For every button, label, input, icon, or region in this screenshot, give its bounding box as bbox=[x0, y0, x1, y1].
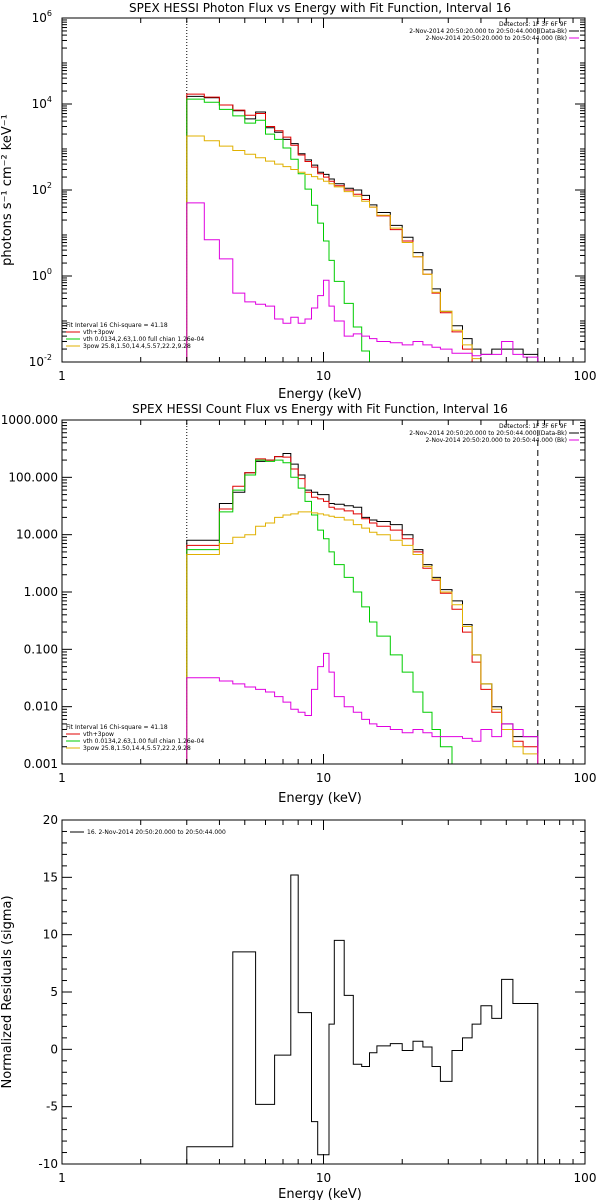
y-tick-label: 0.100 bbox=[24, 642, 58, 656]
y-tick-label: 20 bbox=[43, 813, 58, 827]
x-tick-label: 10 bbox=[316, 771, 331, 785]
legend-top-entry: Detectors: 1F 3F 6F 9F bbox=[499, 423, 568, 430]
legend-top-entry: Detectors: 1F 3F 6F 9F bbox=[499, 21, 568, 28]
y-tick-label: 1000.000 bbox=[1, 413, 58, 427]
chart-title-photon: SPEX HESSI Photon Flux vs Energy with Fi… bbox=[129, 1, 511, 15]
y-tick-label: 10.000 bbox=[16, 528, 58, 542]
series-line-3 bbox=[186, 511, 539, 764]
y-tick-label: 10 bbox=[43, 928, 58, 942]
legend-top-entry: 2-Nov-2014 20:50:20.000 to 20:50:44.000 … bbox=[425, 437, 567, 444]
legend-top-entry: 2-Nov-2014 20:50:20.000 to 20:50:44.000 … bbox=[425, 35, 567, 42]
y-tick-label: 0.010 bbox=[24, 700, 58, 714]
x-tick-label: 10 bbox=[316, 369, 331, 383]
y-tick-label: 100.000 bbox=[8, 470, 58, 484]
y-axis-label-resid: Normalized Residuals (sigma) bbox=[0, 895, 15, 1088]
y-tick-label: 0 bbox=[50, 1042, 58, 1056]
y-tick-label: 15 bbox=[43, 870, 58, 884]
plot-frame-resid bbox=[61, 819, 586, 1165]
legend-bottom-entry: 3pow 25.8,1.50,14.4,5.57,22.2,9.28 bbox=[83, 343, 191, 350]
panel-residuals: Energy (keV) Normalized Residuals (sigma… bbox=[0, 813, 596, 1200]
y-tick-label: -10 bbox=[38, 1157, 58, 1171]
series-line-1 bbox=[186, 93, 538, 363]
y-tick-label: 104 bbox=[32, 95, 52, 111]
y-tick-label: 0.001 bbox=[24, 757, 58, 771]
x-tick-label: 10 bbox=[316, 1171, 331, 1185]
series-line-4 bbox=[186, 652, 539, 764]
plot-frame-count bbox=[61, 419, 586, 765]
panel-count-flux: SPEX HESSI Count Flux vs Energy with Fit… bbox=[1, 402, 597, 806]
x-tick-label: 1 bbox=[58, 369, 66, 383]
series-line-0 bbox=[186, 95, 539, 362]
y-axis-label-photon: photons s⁻¹ cm⁻² keV⁻¹ bbox=[0, 114, 15, 266]
y-tick-label: 102 bbox=[32, 181, 52, 197]
series-line-4 bbox=[186, 202, 539, 362]
x-tick-label: 100 bbox=[574, 771, 597, 785]
x-axis-label-photon: Energy (keV) bbox=[278, 387, 362, 402]
series-line-0 bbox=[186, 874, 539, 1164]
series-line-3 bbox=[186, 135, 538, 363]
x-tick-label: 100 bbox=[574, 1171, 597, 1185]
y-tick-label: 106 bbox=[32, 9, 52, 25]
legend-bottom-entry: Fit Interval 16 Chi-square = 41.18 bbox=[66, 724, 168, 731]
x-tick-label: 1 bbox=[58, 1171, 66, 1185]
legend-bottom-entry: vth+3pow bbox=[83, 329, 114, 336]
plot-frame-photon bbox=[61, 17, 586, 363]
legend-bottom-entry: vth+3pow bbox=[83, 731, 114, 738]
legend-top-entry: 2-Nov-2014 20:50:20.000 to 20:50:44.000 … bbox=[409, 430, 567, 437]
legend-bottom-entry: 3pow 25.8,1.50,14.4,5.57,22.2,9.28 bbox=[83, 745, 191, 752]
y-tick-label: 1.000 bbox=[24, 585, 58, 599]
x-tick-label: 100 bbox=[574, 369, 597, 383]
series-line-0 bbox=[186, 453, 539, 764]
y-tick-label: 100 bbox=[32, 267, 52, 283]
series-line-2 bbox=[186, 459, 538, 765]
y-tick-label: 5 bbox=[50, 985, 58, 999]
legend-bottom-entry: vth 0.0134,2.63,1.00 full chian 1.26e-04 bbox=[83, 738, 204, 745]
legend-bottom-entry: Fit Interval 16 Chi-square = 41.18 bbox=[66, 322, 168, 329]
x-axis-label-resid: Energy (keV) bbox=[278, 1187, 362, 1200]
y-tick-label: 10-2 bbox=[29, 353, 52, 369]
panel-photon-flux: SPEX HESSI Photon Flux vs Energy with Fi… bbox=[0, 1, 596, 402]
legend-bottom-entry: vth 0.0134,2.63,1.00 full chian 1.26e-04 bbox=[83, 336, 204, 343]
series-line-2 bbox=[186, 98, 538, 363]
x-axis-label-count: Energy (keV) bbox=[278, 791, 362, 806]
chart-title-count: SPEX HESSI Count Flux vs Energy with Fit… bbox=[132, 402, 508, 416]
legend-top-entry: 2-Nov-2014 20:50:20.000 to 20:50:44.000 … bbox=[409, 28, 567, 35]
series-line-1 bbox=[186, 456, 539, 764]
x-tick-label: 1 bbox=[58, 771, 66, 785]
y-tick-label: -5 bbox=[46, 1100, 58, 1114]
legend-entry: 16. 2-Nov-2014 20:50:20.000 to 20:50:44.… bbox=[87, 829, 226, 836]
